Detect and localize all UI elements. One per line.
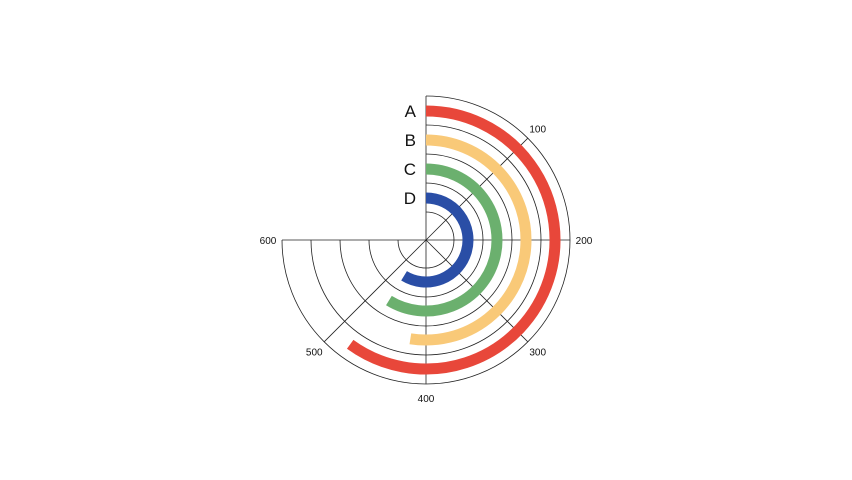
grid-spoke-500 (323, 239, 427, 343)
tick-label-300: 300 (529, 348, 546, 359)
bar-C (386, 163, 503, 317)
bar-A (346, 105, 561, 375)
tick-label-500: 500 (306, 348, 323, 359)
grid-ring-5 (281, 95, 571, 385)
category-label-C: C (404, 160, 416, 179)
tick-label-200: 200 (576, 236, 593, 247)
category-label-B: B (405, 131, 416, 150)
category-label-A: A (405, 102, 417, 121)
grid-layer (281, 95, 571, 385)
bar-D (401, 192, 474, 288)
bar-B (409, 134, 532, 346)
tick-label-100: 100 (529, 124, 546, 135)
bar-layer (346, 105, 561, 375)
category-label-D: D (404, 189, 416, 208)
tick-label-600: 600 (260, 236, 277, 247)
tick-label-400: 400 (418, 394, 435, 405)
